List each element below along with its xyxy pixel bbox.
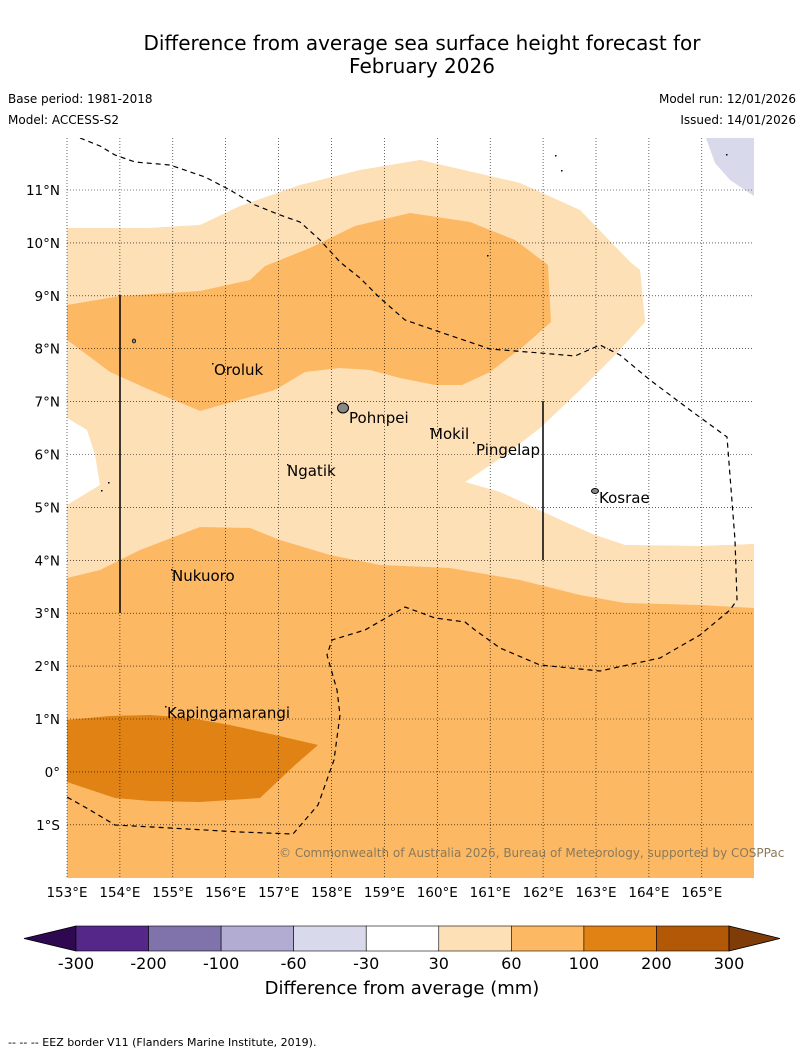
label-pohnpei: Pohnpei [349, 409, 409, 427]
colorbar-tick-label: -30 [353, 954, 379, 973]
colorbar-segment [148, 925, 222, 952]
colorbar: -300 -200 -100 -60 -30 30 60 100 200 300 [23, 925, 781, 973]
base-period: Base period: 1981-2018 [8, 92, 153, 106]
lat-tick-label: 4°N [35, 553, 60, 569]
lon-tick-label: 153°E [46, 885, 87, 901]
longitude-labels: 153°E 154°E 155°E 156°E 157°E 158°E 159°E 160°E… [46, 885, 722, 901]
colorbar-tick-label: -200 [130, 954, 166, 973]
colorbar-segment [293, 925, 367, 952]
lon-tick-label: 155°E [152, 885, 193, 901]
lon-tick-label: 156°E [205, 885, 246, 901]
lon-tick-label: 165°E [681, 885, 722, 901]
islet-west [131, 338, 136, 344]
lat-tick-label: 11°N [26, 183, 60, 199]
islet-ngatik [287, 464, 289, 466]
lon-tick-label: 160°E [417, 885, 458, 901]
islet-pohnpei-side [331, 412, 333, 414]
map-title: Difference from average sea surface heig… [0, 32, 804, 78]
islet-north-a [555, 155, 557, 157]
islet-north-c [487, 255, 489, 257]
colorbar-tick-label: 100 [569, 954, 600, 973]
label-mokil: Mokil [430, 425, 469, 443]
islands [101, 154, 728, 708]
colorbar-segment [656, 925, 730, 952]
lat-tick-label: 6°N [35, 448, 60, 464]
colorbar-tick-label: -300 [58, 954, 94, 973]
label-kosrae: Kosrae [599, 489, 650, 507]
label-kapingamarangi: Kapingamarangi [167, 704, 290, 722]
islet-west-c [108, 482, 110, 484]
colorbar-segment [583, 925, 657, 952]
label-oroluk: Oroluk [214, 361, 263, 379]
islet-west-b [101, 490, 103, 492]
eez-footnote: -- -- -- EEZ border V11 (Flanders Marine… [8, 1036, 317, 1049]
colorbar-segment [511, 925, 585, 952]
label-ngatik: Ngatik [287, 462, 336, 480]
latitude-labels: 11°N 10°N 9°N 8°N 7°N 6°N 5°N 4°N 3°N 2°N 1°N 0° 1°S [26, 183, 60, 834]
lon-tick-label: 154°E [99, 885, 140, 901]
lat-tick-label: 7°N [35, 395, 60, 411]
band-neg-30-60-northeast [706, 138, 754, 196]
lon-tick-label: 157°E [258, 885, 299, 901]
islet-nukuoro [171, 569, 173, 571]
model-run: Model run: 12/01/2026 [658, 92, 796, 106]
lat-tick-label: 1°N [35, 712, 60, 728]
contour-fields [67, 138, 754, 878]
kosrae-island [591, 488, 599, 494]
place-labels: Oroluk Pohnpei Mokil Pingelap Ngatik Kos… [167, 361, 650, 722]
lat-tick-label: 5°N [35, 500, 60, 516]
lat-tick-label: 0° [45, 765, 60, 781]
band-60-100-north [67, 213, 551, 411]
islet-north-b [561, 170, 563, 172]
title-line-2: February 2026 [349, 54, 495, 78]
colorbar-extend-low [23, 925, 77, 952]
colorbar-tick-label: 30 [429, 954, 449, 973]
islet-oroluk [212, 363, 214, 365]
islet-north-d [726, 154, 728, 156]
colorbar-extend-high [728, 925, 781, 952]
colorbar-segment [220, 925, 294, 952]
eez-line-north [67, 138, 738, 835]
band-neutral-northwest [67, 138, 754, 228]
eez-border [67, 138, 738, 835]
lat-tick-label: 8°N [35, 342, 60, 358]
lon-tick-label: 159°E [364, 885, 405, 901]
lat-tick-label: 2°N [35, 659, 60, 675]
islet-kapingamarangi [165, 706, 167, 708]
lat-tick-label: 3°N [35, 606, 60, 622]
colorbar-tick-label: 200 [641, 954, 672, 973]
copyright-notice: © Commonwealth of Australia 2026, Bureau… [279, 846, 784, 860]
colorbar-tick-label: 60 [501, 954, 521, 973]
colorbar-segment [75, 925, 149, 952]
graticule [66, 138, 754, 878]
band-30-60-west [67, 340, 200, 440]
colorbar-tick-label: -100 [203, 954, 239, 973]
band-neutral-west [67, 418, 100, 505]
islet-pingelap [473, 442, 475, 444]
colorbar-title: Difference from average (mm) [264, 978, 540, 999]
lon-tick-label: 158°E [311, 885, 352, 901]
issued-date: Issued: 14/01/2026 [680, 113, 796, 127]
islet-mokil [430, 428, 432, 430]
label-nukuoro: Nukuoro [172, 567, 235, 585]
pohnpei-island [337, 402, 349, 414]
colorbar-tick-label: -60 [281, 954, 307, 973]
lat-tick-label: 10°N [26, 236, 60, 252]
lat-tick-label: 1°S [36, 818, 60, 834]
colorbar-segment [365, 925, 440, 952]
lon-tick-label: 164°E [628, 885, 669, 901]
lon-tick-label: 163°E [575, 885, 616, 901]
lat-tick-label: 9°N [35, 289, 60, 305]
title-line-1: Difference from average sea surface heig… [143, 31, 701, 55]
band-100-200-south [67, 715, 318, 802]
label-pingelap: Pingelap [476, 441, 540, 459]
lon-tick-label: 161°E [470, 885, 511, 901]
band-neutral-east [465, 138, 754, 546]
lon-tick-label: 162°E [523, 885, 564, 901]
colorbar-tick-label: 300 [714, 954, 745, 973]
colorbar-segment [438, 925, 512, 952]
model-name: Model: ACCESS-S2 [8, 113, 120, 127]
